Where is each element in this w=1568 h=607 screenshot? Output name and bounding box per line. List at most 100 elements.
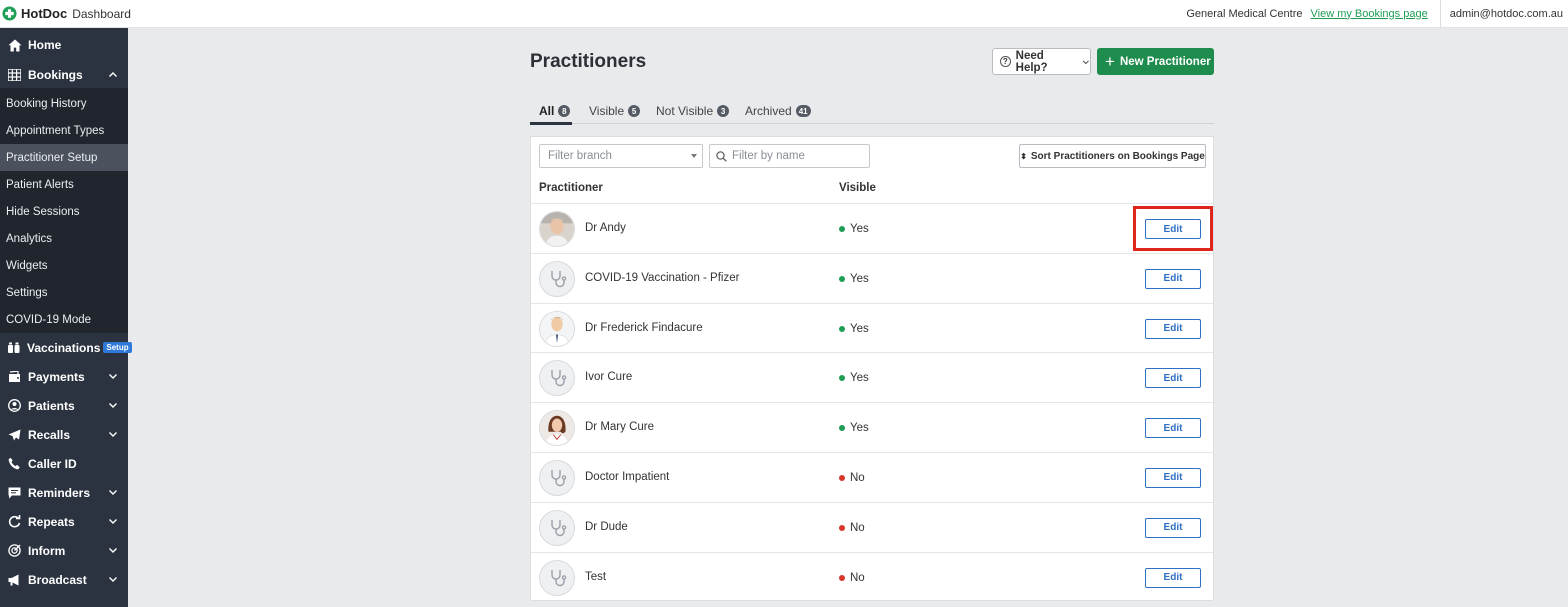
sidebar-item-inform[interactable]: Inform	[0, 536, 128, 565]
visibility-text: No	[850, 571, 865, 584]
edit-button[interactable]: Edit	[1145, 567, 1201, 588]
visibility-status: No	[839, 572, 865, 584]
hotdoc-logo-icon	[2, 6, 17, 21]
sidebar-item-bookings[interactable]: Bookings	[0, 62, 128, 88]
status-dot-icon	[839, 574, 845, 581]
clinic-name: General Medical Centre	[1186, 7, 1303, 20]
sidebar-subitem-covid-19-mode[interactable]: COVID-19 Mode	[6, 313, 92, 326]
visibility-status: Yes	[839, 372, 869, 384]
tab-archived[interactable]: Archived 41	[745, 101, 811, 121]
sidebar-item-home[interactable]: Home	[0, 28, 128, 62]
megaphone-icon	[7, 573, 22, 587]
sidebar-item-recalls[interactable]: Recalls	[0, 420, 128, 449]
edit-button[interactable]: Edit	[1145, 219, 1201, 239]
sidebar-item-caller-id[interactable]: Caller ID	[0, 449, 128, 478]
filter-by-name-input[interactable]	[732, 150, 862, 162]
tab-label: Visible	[589, 104, 625, 118]
visibility-status: No	[839, 522, 865, 534]
sidebar-item-label: Payments	[28, 369, 85, 384]
sidebar-subitem-appointment-types[interactable]: Appointment Types	[6, 124, 105, 137]
status-dot-icon	[839, 275, 845, 282]
practitioner-name: Dr Mary Cure	[585, 421, 655, 434]
filter-branch-select[interactable]: Filter branch	[539, 144, 703, 168]
edit-button[interactable]: Edit	[1145, 368, 1201, 389]
phone-icon	[7, 457, 22, 471]
edit-button[interactable]: Edit	[1145, 318, 1201, 339]
user-email[interactable]: admin@hotdoc.com.au	[1439, 0, 1568, 28]
need-help-label: Need Help?	[1015, 49, 1048, 74]
sidebar-item-label: Patients	[28, 398, 75, 413]
filter-by-name-field[interactable]	[709, 144, 870, 168]
sidebar-item-repeats[interactable]: Repeats	[0, 507, 128, 536]
header-divider	[531, 203, 1213, 204]
tab-label: Archived	[745, 104, 792, 118]
tab-not-visible[interactable]: Not Visible 3	[656, 101, 730, 121]
sidebar-subitem-settings[interactable]: Settings	[6, 286, 48, 299]
visibility-text: Yes	[850, 422, 869, 435]
sidebar-item-label: Recalls	[28, 427, 71, 442]
sidebar-subitem-widgets[interactable]: Widgets	[6, 259, 48, 272]
chevron-down-icon	[109, 374, 117, 379]
tab-label: All	[539, 104, 555, 118]
edit-button[interactable]: Edit	[1145, 268, 1201, 289]
status-dot-icon	[839, 226, 845, 232]
chevron-down-icon	[109, 519, 117, 524]
brand-subtitle: Dashboard	[72, 6, 131, 21]
practitioner-rows: Dr Andy Yes Edit COVID-19 Vaccination - Pfi…	[531, 204, 1213, 602]
sidebar-subitem-hide-sessions[interactable]: Hide Sessions	[6, 205, 80, 218]
sort-practitioners-button[interactable]: ⬍ Sort Practitioners on Bookings Page	[1019, 144, 1206, 168]
user-circle-icon	[7, 399, 22, 413]
target-icon	[7, 544, 22, 558]
new-practitioner-button[interactable]: + New Practitioner	[1097, 48, 1214, 75]
tab-visible[interactable]: Visible 5	[589, 101, 641, 121]
edit-button[interactable]: Edit	[1145, 418, 1201, 439]
visibility-text: Yes	[850, 372, 869, 385]
setup-badge: Setup	[103, 342, 132, 353]
sidebar-item-broadcast[interactable]: Broadcast	[0, 565, 128, 594]
grid-icon	[7, 68, 22, 82]
stethoscope-icon	[539, 360, 575, 397]
visibility-status: Yes	[839, 273, 869, 285]
column-header-practitioner: Practitioner	[539, 182, 603, 194]
sidebar-subitem-practitioner-setup[interactable]: Practitioner Setup	[0, 144, 128, 171]
status-dot-icon	[839, 425, 845, 432]
visibility-status: Yes	[839, 422, 869, 434]
tab-count-badge: 5	[628, 105, 641, 117]
sidebar-subitem-analytics[interactable]: Analytics	[6, 232, 53, 245]
avatar	[539, 410, 575, 447]
need-help-button[interactable]: ? Need Help?	[992, 48, 1091, 75]
edit-button[interactable]: Edit	[1145, 517, 1201, 538]
practitioner-name: COVID-19 Vaccination - Pfizer	[585, 271, 740, 284]
tab-all[interactable]: All 8	[529, 101, 573, 125]
help-circle-icon: ?	[1000, 56, 1011, 67]
chevron-down-icon	[109, 403, 117, 408]
sidebar-subitem-booking-history[interactable]: Booking History	[6, 97, 87, 110]
tab-count-badge: 41	[795, 105, 811, 117]
table-row: COVID-19 Vaccination - Pfizer Yes Edit	[531, 254, 1213, 304]
bookings-submenu: Booking History Appointment Types Practi…	[0, 88, 128, 333]
search-icon	[716, 150, 727, 162]
avatar	[539, 310, 575, 347]
sidebar-item-reminders[interactable]: Reminders	[0, 478, 128, 507]
chevron-down-icon	[109, 432, 117, 437]
sidebar-item-patients[interactable]: Patients	[0, 391, 128, 420]
status-dot-icon	[839, 474, 845, 481]
brand[interactable]: HotDoc Dashboard	[0, 0, 131, 28]
sidebar-item-vaccinations[interactable]: Vaccinations Setup	[0, 333, 132, 362]
practitioner-name: Dr Dude	[585, 520, 628, 533]
send-icon	[7, 428, 22, 442]
practitioner-name: Dr Andy	[585, 222, 626, 234]
visibility-status: No	[839, 472, 865, 484]
visibility-text: Yes	[850, 322, 869, 335]
sidebar: Home Bookings Booking History Appointmen…	[0, 28, 132, 607]
visibility-status: Yes	[839, 323, 869, 335]
chevron-down-icon	[109, 490, 117, 495]
view-bookings-page-link[interactable]: View my Bookings page	[1310, 7, 1428, 20]
sidebar-subitem-patient-alerts[interactable]: Patient Alerts	[6, 178, 74, 191]
edit-button[interactable]: Edit	[1145, 467, 1201, 488]
practitioner-name: Doctor Impatient	[585, 470, 670, 483]
brand-name: HotDoc	[21, 6, 68, 21]
sidebar-item-label: Vaccinations	[27, 340, 101, 355]
sidebar-item-payments[interactable]: Payments	[0, 362, 128, 391]
new-practitioner-label: New Practitioner	[1119, 55, 1211, 68]
